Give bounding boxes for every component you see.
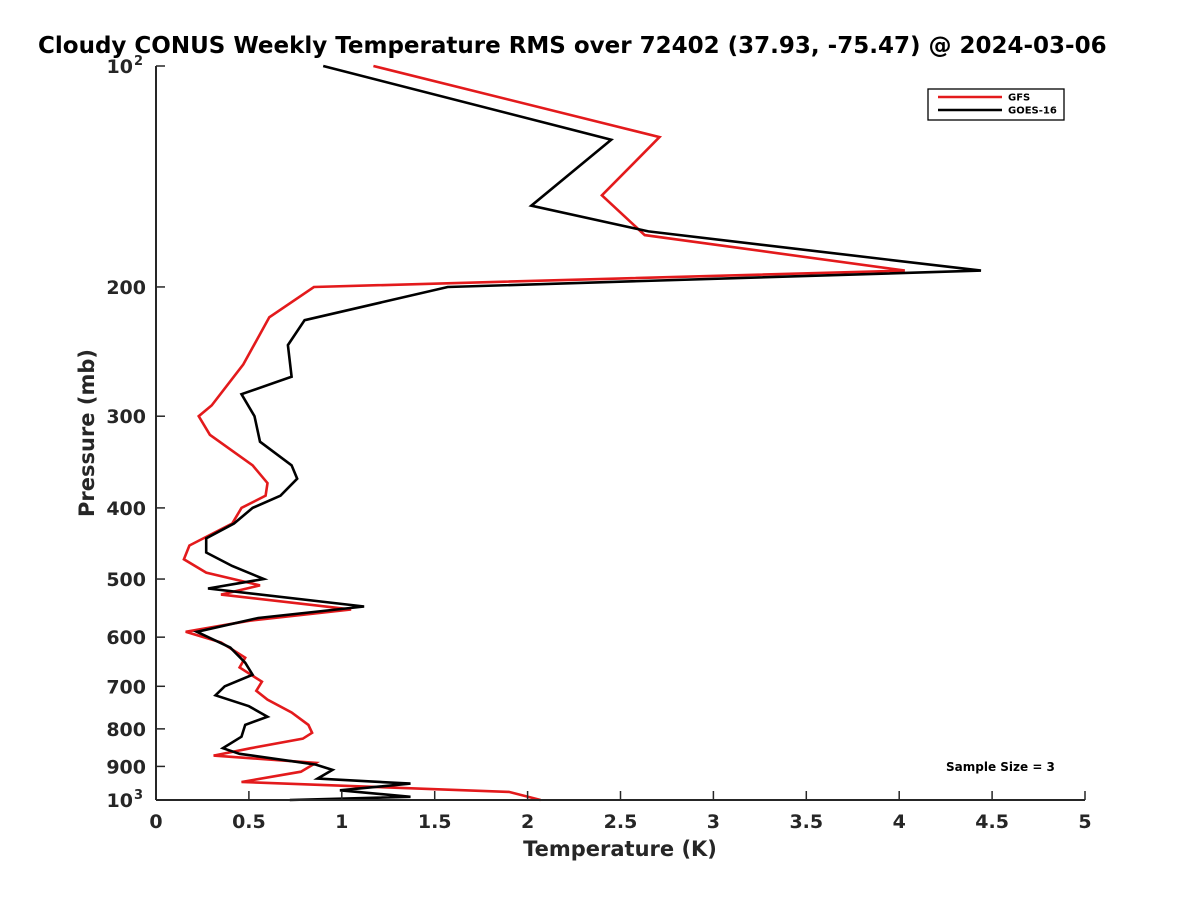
- y-tick-label: 800: [106, 719, 146, 741]
- x-axis-label: Temperature (K): [523, 837, 717, 861]
- series-layer: [182, 64, 982, 802]
- y-tick-label-power: 10 3: [107, 788, 144, 812]
- y-tick-label: 400: [106, 498, 146, 520]
- x-tick-label: 4.5: [975, 811, 1009, 833]
- x-tick-label: 5: [1078, 811, 1091, 833]
- series-line-goes-16: [192, 64, 982, 802]
- x-tick-label: 4: [893, 811, 906, 833]
- y-tick-label: 300: [106, 406, 146, 428]
- x-ticks: 0 0.5 1 1.5 2 2.5 3 3.5 4 4.5 5: [149, 791, 1092, 833]
- y-tick-label-base: 10: [107, 790, 133, 812]
- legend-box: [927, 88, 1065, 121]
- y-axis-label: Pressure (mb): [75, 349, 99, 517]
- sample-size-annotation: Sample Size = 3: [946, 760, 1055, 774]
- y-tick-label: 700: [106, 676, 146, 698]
- plot-background: [156, 66, 1085, 800]
- y-tick-label: 200: [106, 277, 146, 299]
- y-tick-label: 500: [106, 569, 146, 591]
- series-line-gfs: [182, 64, 905, 802]
- x-tick-label: 0: [149, 811, 162, 833]
- y-tick-label-power: 10 2: [107, 54, 144, 78]
- y-tick-label-exponent: 2: [134, 54, 143, 69]
- x-tick-label: 2: [521, 811, 534, 833]
- y-tick-label: 900: [106, 756, 146, 778]
- x-tick-label: 1.5: [418, 811, 452, 833]
- y-tick-label-base: 10: [107, 56, 133, 78]
- plot-area: 0 0.5 1 1.5 2 2.5 3 3.5 4 4.5 5 10 2200300400500600…: [106, 54, 1091, 833]
- x-tick-label: 3: [707, 811, 720, 833]
- legend-label-goes-16: GOES-16: [1008, 106, 1057, 117]
- y-tick-label-exponent: 3: [134, 788, 143, 803]
- y-tick-label: 600: [106, 627, 146, 649]
- legend: GFS GOES-16: [927, 88, 1065, 121]
- x-tick-label: 1: [335, 811, 348, 833]
- legend-label-gfs: GFS: [1008, 93, 1030, 104]
- x-tick-label: 2.5: [604, 811, 638, 833]
- x-tick-label: 3.5: [789, 811, 823, 833]
- chart-title: Cloudy CONUS Weekly Temperature RMS over…: [38, 33, 1107, 59]
- x-tick-label: 0.5: [232, 811, 266, 833]
